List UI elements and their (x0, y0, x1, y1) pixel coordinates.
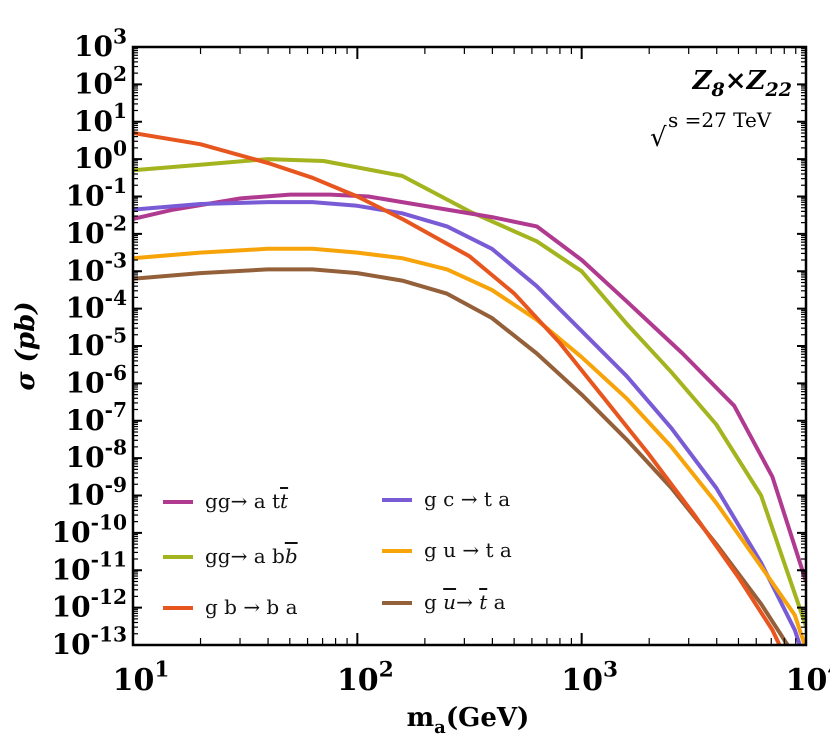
y-tick-label: 100 (74, 137, 127, 176)
legend-label-gb-ba: g b → b a (205, 595, 298, 619)
legend-label-gg-abb: gg→ a bb (205, 544, 298, 568)
series-line-0 (133, 192, 806, 583)
x-tick-label: 103 (561, 658, 618, 699)
series-layer (133, 131, 806, 645)
y-tick-label: 10-4 (66, 286, 127, 325)
x-tick-label: 101 (113, 658, 170, 699)
sqrt-symbol: √ (650, 123, 667, 153)
y-tick-label: 10-5 (66, 323, 127, 362)
y-tick-label: 10-10 (52, 510, 127, 549)
series-line-2 (133, 131, 782, 645)
y-tick-label: 10-11 (52, 548, 127, 587)
y-tick-label: 10-2 (66, 211, 127, 250)
series-line-5 (133, 267, 790, 645)
y-tick-label: 10-13 (52, 622, 127, 661)
y-tick-label: 10-8 (66, 436, 127, 475)
y-tick-label: 10-12 (52, 585, 127, 624)
y-tick-label: 10-6 (66, 361, 127, 400)
series-line-1 (133, 157, 806, 627)
energy-label: s =27 TeV (668, 108, 772, 132)
y-tick-label: 102 (74, 62, 127, 101)
y-tick-label: 10-9 (66, 473, 127, 512)
x-tick-label: 104 (786, 658, 830, 699)
y-tick-label: 10-1 (66, 174, 127, 213)
legend-label-gg-att: gg→ a tt (205, 489, 289, 513)
y-tick-label: 10-3 (66, 249, 127, 288)
legend-label-gubar-tbara: g u→ t a (424, 590, 506, 614)
y-axis-title: σ (pb) (11, 301, 41, 390)
y-tick-label: 103 (74, 24, 127, 63)
x-axis-title: ma(GeV) (407, 703, 530, 738)
legend-label-gu-ta: g u → t a (424, 538, 512, 562)
legend-label-gc-ta: g c → t a (424, 487, 510, 511)
legend: gg→ a tt gg→ a bb g b → b a g c → t a g … (163, 487, 512, 619)
series-line-4 (133, 246, 806, 645)
series-line-3 (133, 200, 802, 645)
y-tick-label: 101 (74, 99, 127, 138)
y-tick-label: 10-7 (66, 398, 127, 437)
ticks-layer: 10310210110010-110-210-310-410-510-610-7… (52, 24, 830, 698)
x-tick-label: 102 (337, 658, 394, 699)
model-label: Z8×Z22 (692, 66, 792, 101)
